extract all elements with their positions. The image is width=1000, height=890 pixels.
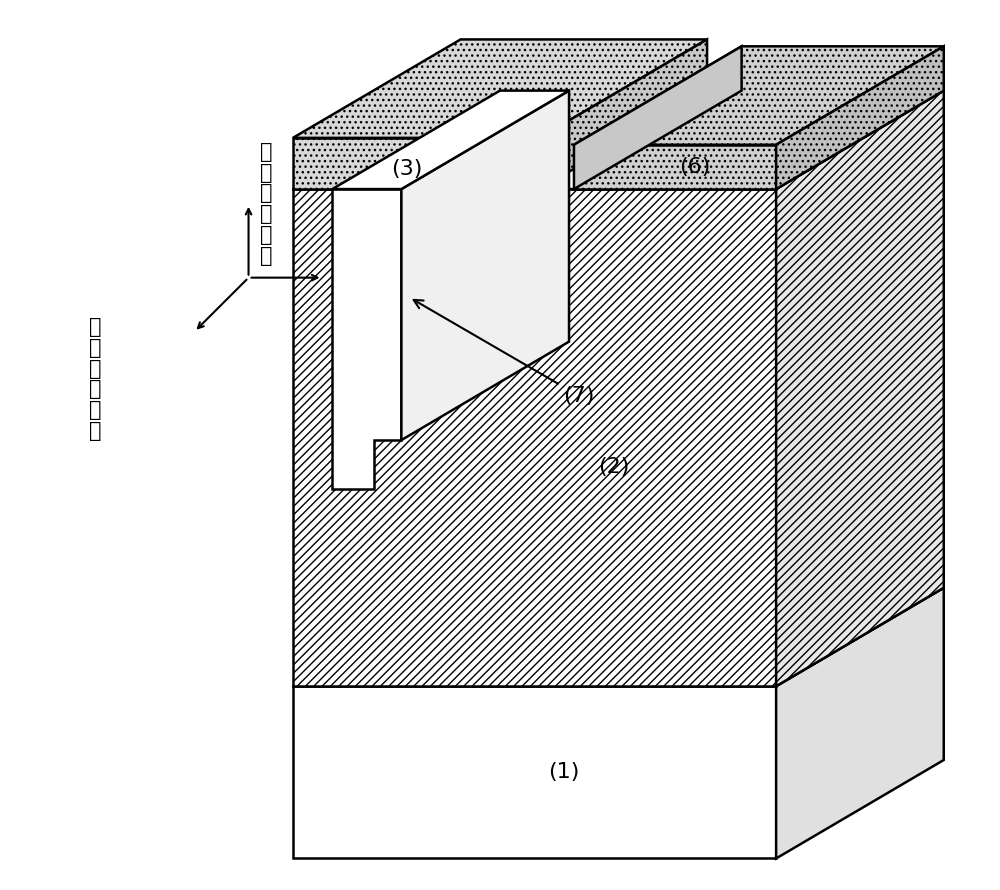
Polygon shape — [293, 138, 539, 189]
Polygon shape — [574, 46, 742, 189]
Polygon shape — [401, 91, 569, 440]
Polygon shape — [293, 91, 944, 189]
Polygon shape — [293, 587, 944, 686]
Text: (6): (6) — [679, 157, 710, 177]
Polygon shape — [776, 91, 944, 686]
Polygon shape — [574, 46, 944, 145]
Text: 沟
道
长
度
方
向: 沟 道 长 度 方 向 — [89, 317, 102, 441]
Polygon shape — [539, 39, 707, 189]
Text: (7): (7) — [414, 300, 595, 406]
Polygon shape — [574, 145, 776, 189]
Text: (1): (1) — [548, 763, 580, 782]
Text: 沟
道
宽
度
方
向: 沟 道 宽 度 方 向 — [260, 142, 273, 266]
Text: (3): (3) — [391, 158, 422, 179]
Polygon shape — [332, 91, 569, 189]
Polygon shape — [776, 46, 944, 189]
Text: (2): (2) — [598, 457, 629, 477]
Polygon shape — [293, 39, 707, 138]
Polygon shape — [332, 189, 401, 490]
Polygon shape — [293, 686, 776, 859]
Polygon shape — [293, 189, 776, 686]
Polygon shape — [776, 587, 944, 859]
